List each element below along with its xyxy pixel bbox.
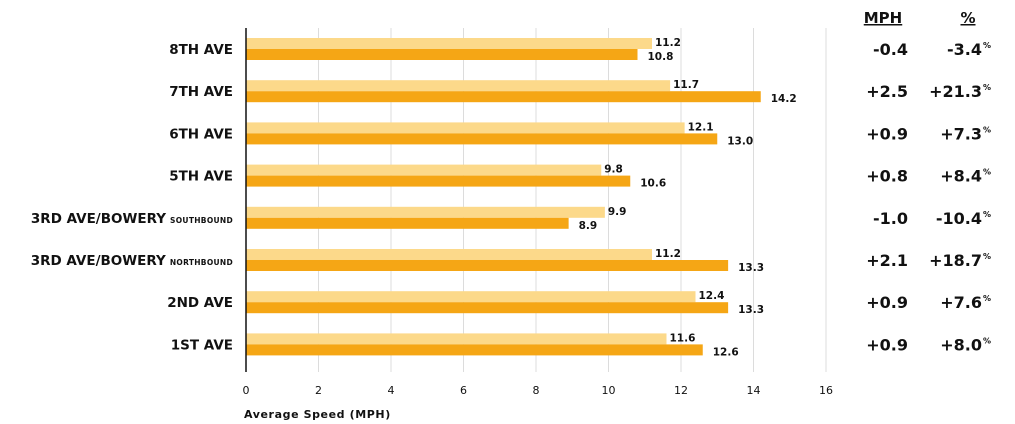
category-label: 3RD AVE/BOWERY SOUTHBOUND xyxy=(31,211,233,227)
mph-change: +0.9 xyxy=(866,124,908,143)
category-label: 5TH AVE xyxy=(169,169,233,185)
pct-change: +21.3 xyxy=(929,82,982,101)
bar-series-2 xyxy=(246,175,631,187)
data-label-series-1: 12.1 xyxy=(688,121,714,133)
pct-sign: % xyxy=(983,294,991,303)
pct-sign: % xyxy=(983,41,991,50)
x-tick-label: 4 xyxy=(388,384,395,397)
x-tick-label: 14 xyxy=(747,384,761,397)
pct-sign: % xyxy=(983,252,991,261)
category-sub: NORTHBOUND xyxy=(170,258,233,267)
bar-series-1 xyxy=(246,38,652,49)
bar-series-1 xyxy=(246,80,671,92)
category-label: 1ST AVE xyxy=(171,337,233,353)
data-label-series-2: 13.3 xyxy=(738,262,764,274)
category-label: 7TH AVE xyxy=(169,84,233,100)
pct-change: +7.3 xyxy=(940,124,982,143)
gridlines xyxy=(318,28,827,372)
bar-series-2 xyxy=(246,260,729,271)
data-label-series-1: 12.4 xyxy=(699,290,725,302)
category-label: 8TH AVE xyxy=(169,42,233,58)
data-label-series-2: 10.6 xyxy=(640,178,666,190)
x-tick-label: 16 xyxy=(819,384,833,397)
pct-change: +18.7 xyxy=(929,251,982,270)
mph-change: +0.9 xyxy=(866,293,908,312)
category-main: 8TH AVE xyxy=(169,42,233,58)
mph-change: -0.4 xyxy=(873,40,908,59)
mph-change: -1.0 xyxy=(873,209,908,228)
pct-sign: % xyxy=(983,125,991,134)
category-main: 6TH AVE xyxy=(169,126,233,142)
category-label: 2ND AVE xyxy=(167,295,233,311)
category-label: 6TH AVE xyxy=(169,126,233,142)
mph-change: +0.9 xyxy=(866,335,908,354)
bar-series-2 xyxy=(246,302,729,314)
mph-change: +0.8 xyxy=(866,167,908,186)
x-tick-label: 12 xyxy=(674,384,688,397)
pct-sign: % xyxy=(983,83,991,92)
data-label-series-1: 11.6 xyxy=(670,332,696,344)
data-label-series-1: 9.9 xyxy=(608,206,627,218)
pct-sign: % xyxy=(983,210,991,219)
x-axis-title: Average Speed (MPH) xyxy=(244,408,391,421)
data-label-series-1: 11.2 xyxy=(655,37,681,49)
bar-series-2 xyxy=(246,344,703,356)
category-main: 1ST AVE xyxy=(171,337,233,353)
bar-series-2 xyxy=(246,49,638,60)
category-label: 3RD AVE/BOWERY NORTHBOUND xyxy=(31,253,233,269)
mph-change: +2.5 xyxy=(866,82,908,101)
bar-series-2 xyxy=(246,217,569,229)
pct-sign: % xyxy=(983,168,991,177)
pct-change: +8.4 xyxy=(940,167,982,186)
category-main: 3RD AVE/BOWERY xyxy=(31,253,166,269)
pct-change: -10.4 xyxy=(936,209,982,228)
pct-change: -3.4 xyxy=(947,40,982,59)
data-label-series-1: 11.2 xyxy=(655,248,681,260)
category-labels: 8TH AVE 7TH AVE 6TH AVE 5TH AVE 3RD AVE/BOWE… xyxy=(31,42,233,353)
category-main: 3RD AVE/BOWERY xyxy=(31,211,166,227)
data-label-series-2: 10.8 xyxy=(648,51,674,63)
bar-series-1 xyxy=(246,206,605,218)
category-main: 5TH AVE xyxy=(169,169,233,185)
bar-groups: 11.2 10.8 11.7 14.2 12.1 13.0 9.8 10.6 9.9 8.9 11.… xyxy=(246,37,797,358)
x-tick-label: 10 xyxy=(602,384,616,397)
bar-series-1 xyxy=(246,164,602,176)
x-tick-label: 8 xyxy=(533,384,540,397)
bar-series-2 xyxy=(246,91,761,103)
bar-series-1 xyxy=(246,333,667,345)
bar-series-1 xyxy=(246,122,685,134)
pct-sign: % xyxy=(983,336,991,345)
pct-change: +7.6 xyxy=(940,293,982,312)
category-sub: SOUTHBOUND xyxy=(170,216,233,225)
data-label-series-2: 13.3 xyxy=(738,304,764,316)
pct-change: +8.0 xyxy=(940,335,982,354)
change-table: MPH % -0.4 -3.4 % +2.5 +21.3 % +0.9 +7.3 % +0.8 +8… xyxy=(864,9,991,354)
category-main: 7TH AVE xyxy=(169,84,233,100)
bar-series-2 xyxy=(246,133,718,145)
data-label-series-2: 13.0 xyxy=(727,135,753,147)
x-tick-label: 0 xyxy=(243,384,250,397)
data-label-series-2: 14.2 xyxy=(771,93,797,105)
mph-column-header: MPH xyxy=(864,9,902,27)
x-tick-label: 6 xyxy=(460,384,467,397)
bar-series-1 xyxy=(246,249,652,260)
data-label-series-2: 12.6 xyxy=(713,346,739,358)
x-tick-label: 2 xyxy=(315,384,322,397)
x-axis-ticks: 0 2 4 6 8 10 12 14 16 xyxy=(243,384,834,397)
category-main: 2ND AVE xyxy=(167,295,233,311)
pct-column-header: % xyxy=(960,9,975,27)
mph-change: +2.1 xyxy=(866,251,908,270)
data-label-series-1: 9.8 xyxy=(604,164,623,176)
bar-series-1 xyxy=(246,291,696,303)
data-label-series-1: 11.7 xyxy=(673,79,699,91)
data-label-series-2: 8.9 xyxy=(579,220,598,232)
